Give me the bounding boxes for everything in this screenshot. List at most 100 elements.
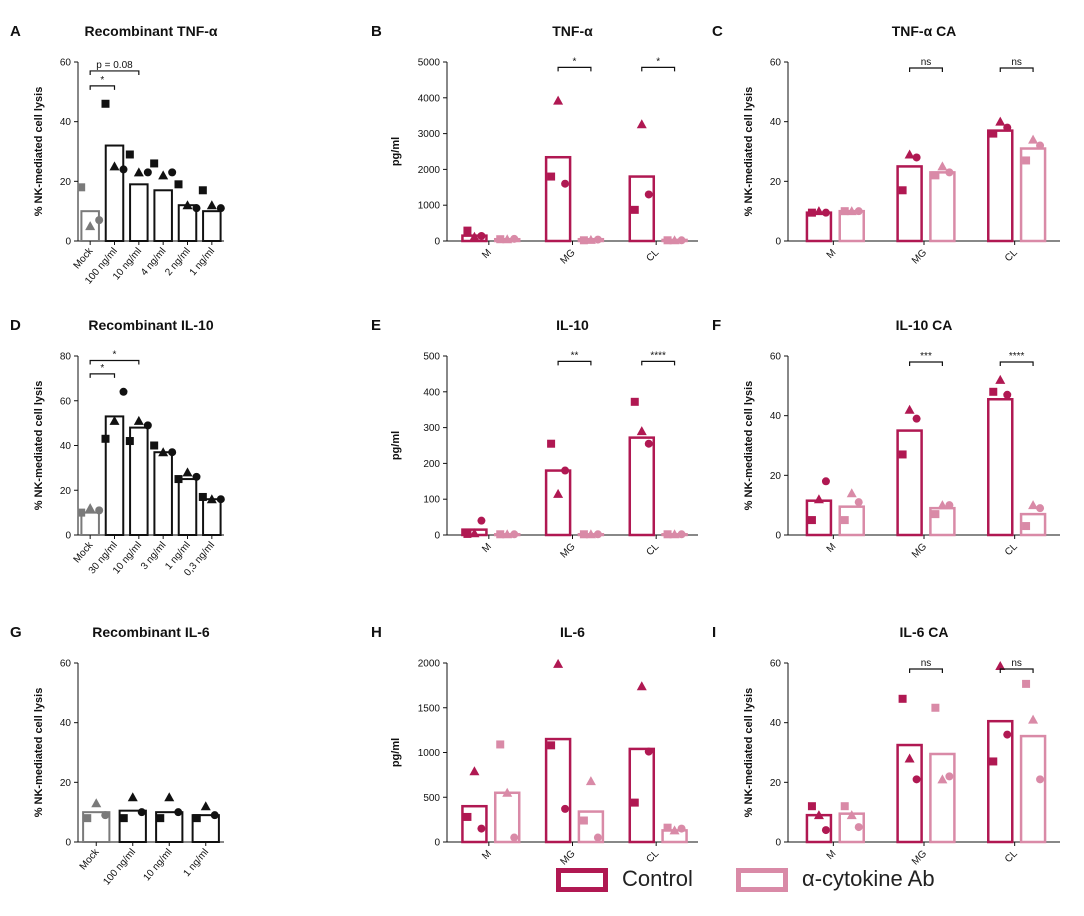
panel-c-point-ab-triangle [937, 161, 948, 171]
panel-h-point-control-triangle [553, 658, 564, 668]
panel-h-point-ab-square [663, 823, 672, 832]
panel-a-point-circle [192, 204, 201, 213]
panel-b-annotation-label: * [656, 56, 660, 67]
panel-g-x-tick-label: 1 ng/ml [182, 847, 212, 879]
panel-c-y-tick-label: 40 [770, 117, 782, 128]
panel-d-point-circle [192, 472, 201, 481]
panel-g-y-label: % NK-mediated cell lysis [33, 688, 45, 818]
panel-i-y-tick-label: 0 [775, 838, 781, 849]
panel-i-point-ab-square [840, 802, 849, 811]
panel-b-annotation-bracket [641, 66, 676, 72]
panel-i-y-tick-label: 40 [770, 718, 782, 729]
panel-d-point-triangle [182, 467, 193, 477]
panel-h-y-tick-label: 0 [434, 838, 440, 849]
panel-c-point-ab-square [1022, 156, 1031, 165]
panel-e-x-tick-label: CL [644, 541, 661, 558]
panel-b-x-tick-label: M [480, 247, 494, 261]
panel-b-y-tick-label: 2000 [418, 165, 441, 176]
panel-i-bar-ab [929, 752, 956, 844]
panel-e-point-ab-square [663, 530, 672, 539]
panel-i-point-ab-triangle [937, 774, 948, 784]
panel-h-x-tick-label: M [480, 848, 494, 862]
panel-d-y-tick-label: 40 [60, 441, 72, 452]
panel-g-y-tick-label: 20 [60, 778, 72, 789]
panel-d-point-triangle [206, 494, 217, 504]
panel-f-point-control-triangle [813, 494, 824, 504]
panel-i-y-tick-label: 60 [770, 659, 782, 670]
panel-d-point-triangle [158, 447, 169, 457]
panel-f-annotation-label: **** [1009, 351, 1025, 362]
panel-d-point-triangle [85, 503, 96, 513]
panel-b-point-control-square [547, 172, 556, 181]
panel-i-point-control-circle [1003, 730, 1012, 739]
panel-d-point-triangle [133, 415, 144, 425]
panel-c-point-control-circle [912, 153, 921, 162]
panel-b-point-control-triangle [636, 119, 647, 129]
panel-e-point-ab-triangle [669, 529, 680, 539]
panel-d-point-square [174, 475, 183, 484]
panel-b-point-ab-triangle [585, 234, 596, 244]
panel-c-x-tick-label: CL [1003, 247, 1020, 264]
panel-b-point-control-circle [644, 190, 653, 199]
panel-a-point-triangle [206, 200, 217, 210]
panel-c-point-ab-triangle [1028, 134, 1039, 144]
panel-b-point-ab-square [663, 236, 672, 245]
legend-ab-swatch [736, 868, 788, 892]
panel-a-annotation-bracket [89, 70, 140, 75]
panel-c-y-tick-label: 60 [770, 58, 782, 69]
panel-c-annotation-label: ns [921, 57, 932, 68]
panel-b-title: TNF-α [552, 23, 593, 39]
panel-i-point-control-triangle [995, 660, 1006, 670]
panel-d-point-square [101, 434, 110, 443]
panel-b-point-ab-triangle [502, 234, 513, 244]
panel-i-annotation-label: ns [921, 658, 932, 669]
panel-i-point-control-triangle [813, 810, 824, 820]
panel-d-y-tick-label: 80 [60, 352, 72, 363]
panel-d-annotation-label: * [100, 363, 104, 374]
panel-a-annotation-bracket [89, 85, 116, 90]
panel-a-y-tick-label: 40 [60, 117, 72, 128]
panel-g-point-circle [101, 811, 110, 820]
legend-control-swatch [556, 868, 608, 892]
panel-d-point-circle [95, 506, 104, 515]
panel-e-x-tick-label: MG [558, 541, 577, 560]
panel-b-point-control-square [630, 205, 639, 214]
panel-i-y-tick-label: 20 [770, 778, 782, 789]
panel-e-annotation-bracket [557, 360, 592, 366]
panel-d-point-circle [168, 448, 177, 457]
panel-h-bar-control [461, 804, 488, 844]
panel-a-letter: A [10, 23, 21, 40]
panel-e-point-control-triangle [553, 488, 564, 498]
panel-b-point-ab-circle [510, 234, 519, 243]
panel-d-bar [177, 478, 198, 536]
panel-f-point-ab-triangle [1028, 500, 1039, 510]
panel-f-point-ab-square [931, 510, 940, 519]
panel-b-bar-control [628, 175, 656, 243]
panel-h-point-control-triangle [636, 681, 647, 691]
panel-c-point-ab-circle [945, 168, 954, 177]
panel-i-point-control-square [807, 802, 816, 811]
panel-b-point-ab-triangle [669, 235, 680, 245]
panel-e-y-tick-label: 0 [434, 531, 440, 542]
panel-e-letter: E [371, 317, 381, 334]
panel-c-y-tick-label: 20 [770, 177, 782, 188]
panel-e-annotation-bracket [641, 360, 676, 366]
panel-e-point-ab-square [496, 530, 505, 539]
panel-d-letter: D [10, 317, 21, 334]
panel-f-y-tick-label: 0 [775, 531, 781, 542]
panel-i-point-control-circle [821, 826, 830, 835]
panel-e-point-control-triangle [636, 426, 647, 436]
panel-e-point-control-circle [477, 516, 486, 525]
panel-a-y-tick-label: 0 [65, 237, 71, 248]
panel-a-point-square [101, 99, 110, 108]
panel-d-point-triangle [109, 415, 120, 425]
panel-e-y-label: pg/ml [390, 431, 402, 460]
panel-f-bar-control [896, 429, 923, 537]
panel-h-point-ab-triangle [585, 776, 596, 786]
panel-i-y-label: % NK-mediated cell lysis [743, 688, 755, 818]
panel-f-title: IL-10 CA [896, 317, 953, 333]
panel-c-title: TNF-α CA [892, 23, 957, 39]
panel-b-point-control-triangle [469, 231, 480, 241]
panel-g-x-tick-label: Mock [78, 846, 102, 872]
panel-i-point-control-square [989, 757, 998, 766]
